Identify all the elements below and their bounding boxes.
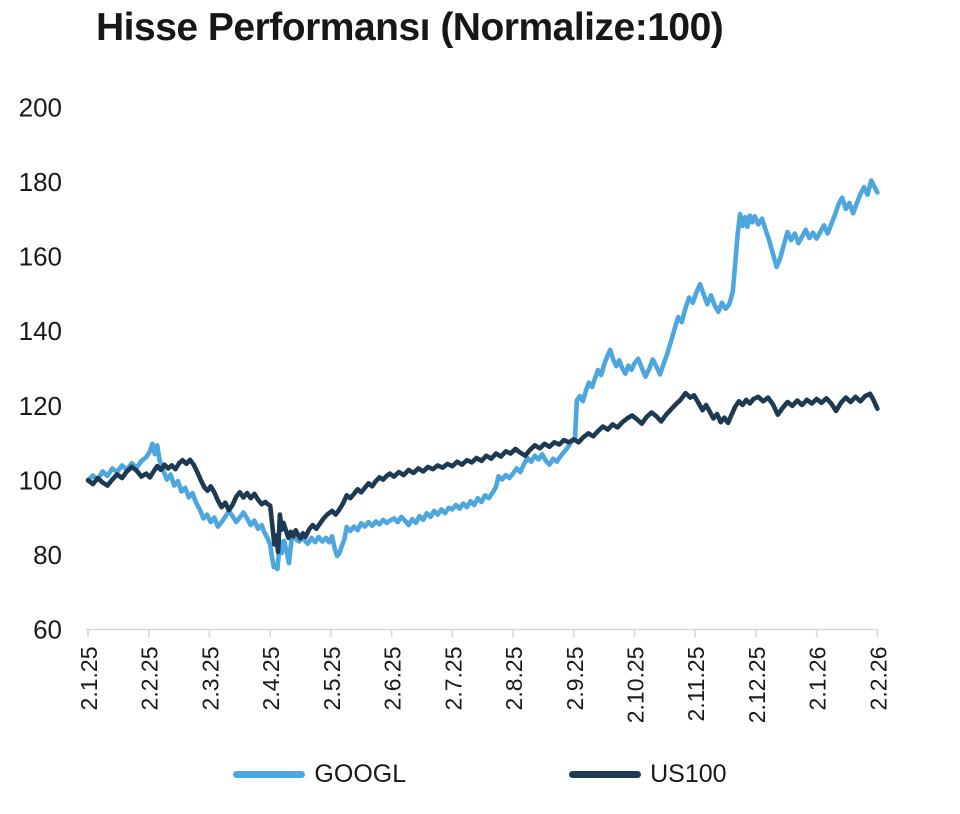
x-axis-label: 2.4.25 <box>258 647 284 711</box>
us100-line-swatch <box>569 771 642 778</box>
series-line-googl <box>85 178 880 572</box>
legend-item-us100: US100 <box>569 760 727 788</box>
x-axis-label: 2.1.25 <box>76 647 102 711</box>
y-axis-label: 200 <box>19 92 62 122</box>
x-axis-label: 2.10.25 <box>622 647 648 724</box>
y-axis-label: 160 <box>19 242 62 272</box>
legend-label-us100: US100 <box>650 760 727 788</box>
y-axis-label: 100 <box>19 465 62 495</box>
legend-item-googl: GOOGL <box>233 762 406 787</box>
x-axis-label: 2.6.25 <box>380 647 406 711</box>
x-axis-label: 2.8.25 <box>501 647 527 711</box>
x-axis-label: 2.3.25 <box>197 647 223 711</box>
x-axis-label: 2.7.25 <box>440 647 466 711</box>
x-axis-label: 2.1.26 <box>805 647 831 711</box>
y-axis-label: 120 <box>19 391 62 421</box>
x-axis-label: 2.11.25 <box>683 647 709 722</box>
x-axis-label: 2.9.25 <box>562 647 588 711</box>
y-axis-label: 140 <box>19 316 62 346</box>
googl-line-swatch <box>233 771 306 778</box>
series-line-us100 <box>85 390 880 555</box>
y-axis-label: 80 <box>33 540 62 570</box>
y-axis-label: 180 <box>19 167 62 197</box>
x-axis-label: 2.5.25 <box>319 647 345 711</box>
x-axis-label: 2.12.25 <box>744 647 770 724</box>
legend: GOOGL US100 <box>0 762 960 787</box>
x-axis-label: 2.2.25 <box>137 647 163 711</box>
chart-title: Hisse Performansı (Normalize:100) <box>96 6 724 49</box>
legend-label-googl: GOOGL <box>314 760 407 788</box>
y-axis-label: 60 <box>33 615 62 645</box>
x-axis-label: 2.2.26 <box>865 647 891 711</box>
